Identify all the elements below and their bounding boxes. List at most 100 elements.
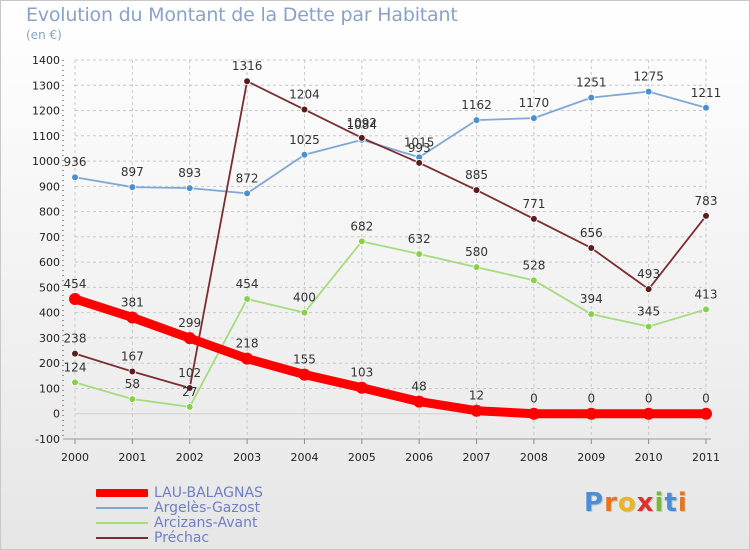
data-point-arcizans-avant: [702, 305, 710, 314]
data-point-prechac: [530, 215, 538, 223]
data-point-argeles-gazost: [472, 116, 481, 124]
y-tick-label: 900: [39, 180, 60, 193]
chart-unit-label: (en €): [26, 28, 62, 42]
data-label-argeles-gazost: 1251: [576, 76, 607, 90]
data-point-arcizans-avant: [472, 263, 481, 271]
data-point-arcizans-avant: [644, 322, 653, 331]
data-label-argeles-gazost: 1275: [633, 70, 664, 84]
data-point-arcizans-avant: [415, 250, 423, 258]
data-label-lau-balagnas: 299: [178, 316, 201, 330]
data-point-prechac: [185, 384, 194, 392]
data-label-arcizans-avant: 413: [695, 287, 718, 301]
data-point-argeles-gazost: [644, 87, 653, 96]
legend-item-argeles-gazost: Argelès-Gazost: [96, 501, 263, 516]
data-label-prechac: 656: [580, 226, 603, 240]
data-label-arcizans-avant: 528: [522, 258, 545, 272]
data-label-arcizans-avant: 682: [350, 219, 373, 233]
legend-swatch-arcizans-avant: [96, 522, 148, 524]
data-point-arcizans-avant: [300, 308, 309, 317]
data-label-lau-balagnas: 0: [702, 392, 710, 406]
data-point-argeles-gazost: [128, 183, 137, 191]
logo-letter: t: [664, 488, 678, 518]
data-point-arcizans-avant: [530, 276, 538, 285]
data-label-lau-balagnas: 218: [236, 337, 259, 351]
x-tick-label: 2010: [635, 451, 663, 464]
data-point-prechac: [71, 349, 79, 358]
y-tick-label: 200: [39, 357, 60, 370]
data-label-argeles-gazost: 1025: [289, 133, 320, 147]
legend: LAU-BALAGNAS Argelès-Gazost Arcizans-Ava…: [96, 486, 263, 546]
y-tick-label: 400: [39, 307, 60, 320]
data-point-lau-balagnas: [470, 404, 483, 417]
data-label-arcizans-avant: 632: [408, 232, 431, 246]
data-label-arcizans-avant: 394: [580, 292, 603, 306]
x-tick-label: 2007: [463, 451, 491, 464]
data-label-argeles-gazost: 1211: [691, 86, 722, 100]
data-point-prechac: [415, 159, 423, 167]
data-label-lau-balagnas: 48: [412, 380, 427, 394]
chart-title: Evolution du Montant de la Dette par Hab…: [26, 4, 458, 26]
data-label-argeles-gazost: 897: [121, 165, 144, 179]
data-label-arcizans-avant: 124: [64, 360, 87, 374]
series-lines: [70, 80, 711, 419]
y-tick-label: 0: [53, 408, 60, 421]
data-label-prechac: 783: [695, 194, 718, 208]
x-tick-label: 2001: [118, 451, 146, 464]
data-label-arcizans-avant: 400: [293, 291, 316, 305]
logo-letter: i: [654, 488, 665, 518]
legend-item-arcizans-avant: Arcizans-Avant: [96, 516, 263, 531]
data-label-arcizans-avant: 345: [637, 305, 660, 319]
data-label-argeles-gazost: 1015: [404, 135, 435, 149]
data-label-prechac: 167: [121, 350, 144, 364]
y-tick-label: 800: [39, 206, 60, 219]
data-label-lau-balagnas: 0: [645, 392, 653, 406]
data-label-argeles-gazost: 936: [64, 155, 87, 169]
data-label-prechac: 238: [64, 332, 87, 346]
data-label-prechac: 993: [408, 141, 431, 155]
data-point-lau-balagnas: [585, 407, 598, 420]
data-point-arcizans-avant: [71, 378, 79, 387]
logo-letter: o: [617, 488, 637, 518]
data-point-argeles-gazost: [300, 150, 309, 159]
data-point-argeles-gazost: [702, 103, 710, 112]
data-point-prechac: [128, 367, 137, 376]
data-label-argeles-gazost: 1084: [347, 118, 378, 132]
data-point-lau-balagnas: [413, 395, 426, 408]
data-point-argeles-gazost: [587, 93, 596, 102]
legend-label-arcizans-avant: Arcizans-Avant: [154, 515, 258, 531]
data-point-prechac: [472, 186, 481, 194]
y-tick-label: 500: [39, 281, 60, 294]
data-label-prechac: 1204: [289, 88, 320, 102]
data-label-prechac: 1092: [347, 116, 378, 130]
data-label-arcizans-avant: 27: [182, 385, 197, 399]
series-line-prechac: [74, 80, 707, 389]
data-label-argeles-gazost: 1170: [519, 96, 550, 110]
data-label-prechac: 102: [178, 366, 201, 380]
logo-letter: P: [584, 488, 605, 518]
data-point-prechac: [358, 134, 366, 142]
data-label-arcizans-avant: 58: [125, 377, 140, 391]
data-point-arcizans-avant: [185, 403, 194, 411]
legend-label-argeles-gazost: Argelès-Gazost: [154, 500, 261, 516]
data-labels: 936 897 893 872 1025 1084 1015 1162 1170 1251 1275…: [64, 59, 722, 406]
data-label-argeles-gazost: 893: [178, 166, 201, 180]
series-line-lau-balagnas: [70, 294, 711, 419]
data-point-lau-balagnas: [126, 311, 139, 324]
proxiti-logo: Proxiti: [584, 488, 688, 518]
y-tick-label: 1400: [32, 54, 60, 67]
data-point-lau-balagnas: [298, 368, 311, 381]
y-tick-label: 1300: [32, 79, 60, 92]
legend-swatch-prechac: [96, 537, 148, 539]
data-point-lau-balagnas: [69, 293, 81, 306]
y-tick-label: 100: [39, 382, 60, 395]
data-point-arcizans-avant: [243, 295, 251, 303]
data-label-prechac: 1316: [232, 59, 263, 73]
data-label-prechac: 493: [637, 267, 660, 281]
data-point-prechac: [702, 212, 710, 220]
data-point-prechac: [243, 77, 251, 86]
x-tick-label: 2005: [348, 451, 376, 464]
data-label-lau-balagnas: 155: [293, 353, 316, 367]
data-point-lau-balagnas: [642, 407, 655, 420]
logo-letter: r: [604, 488, 618, 518]
